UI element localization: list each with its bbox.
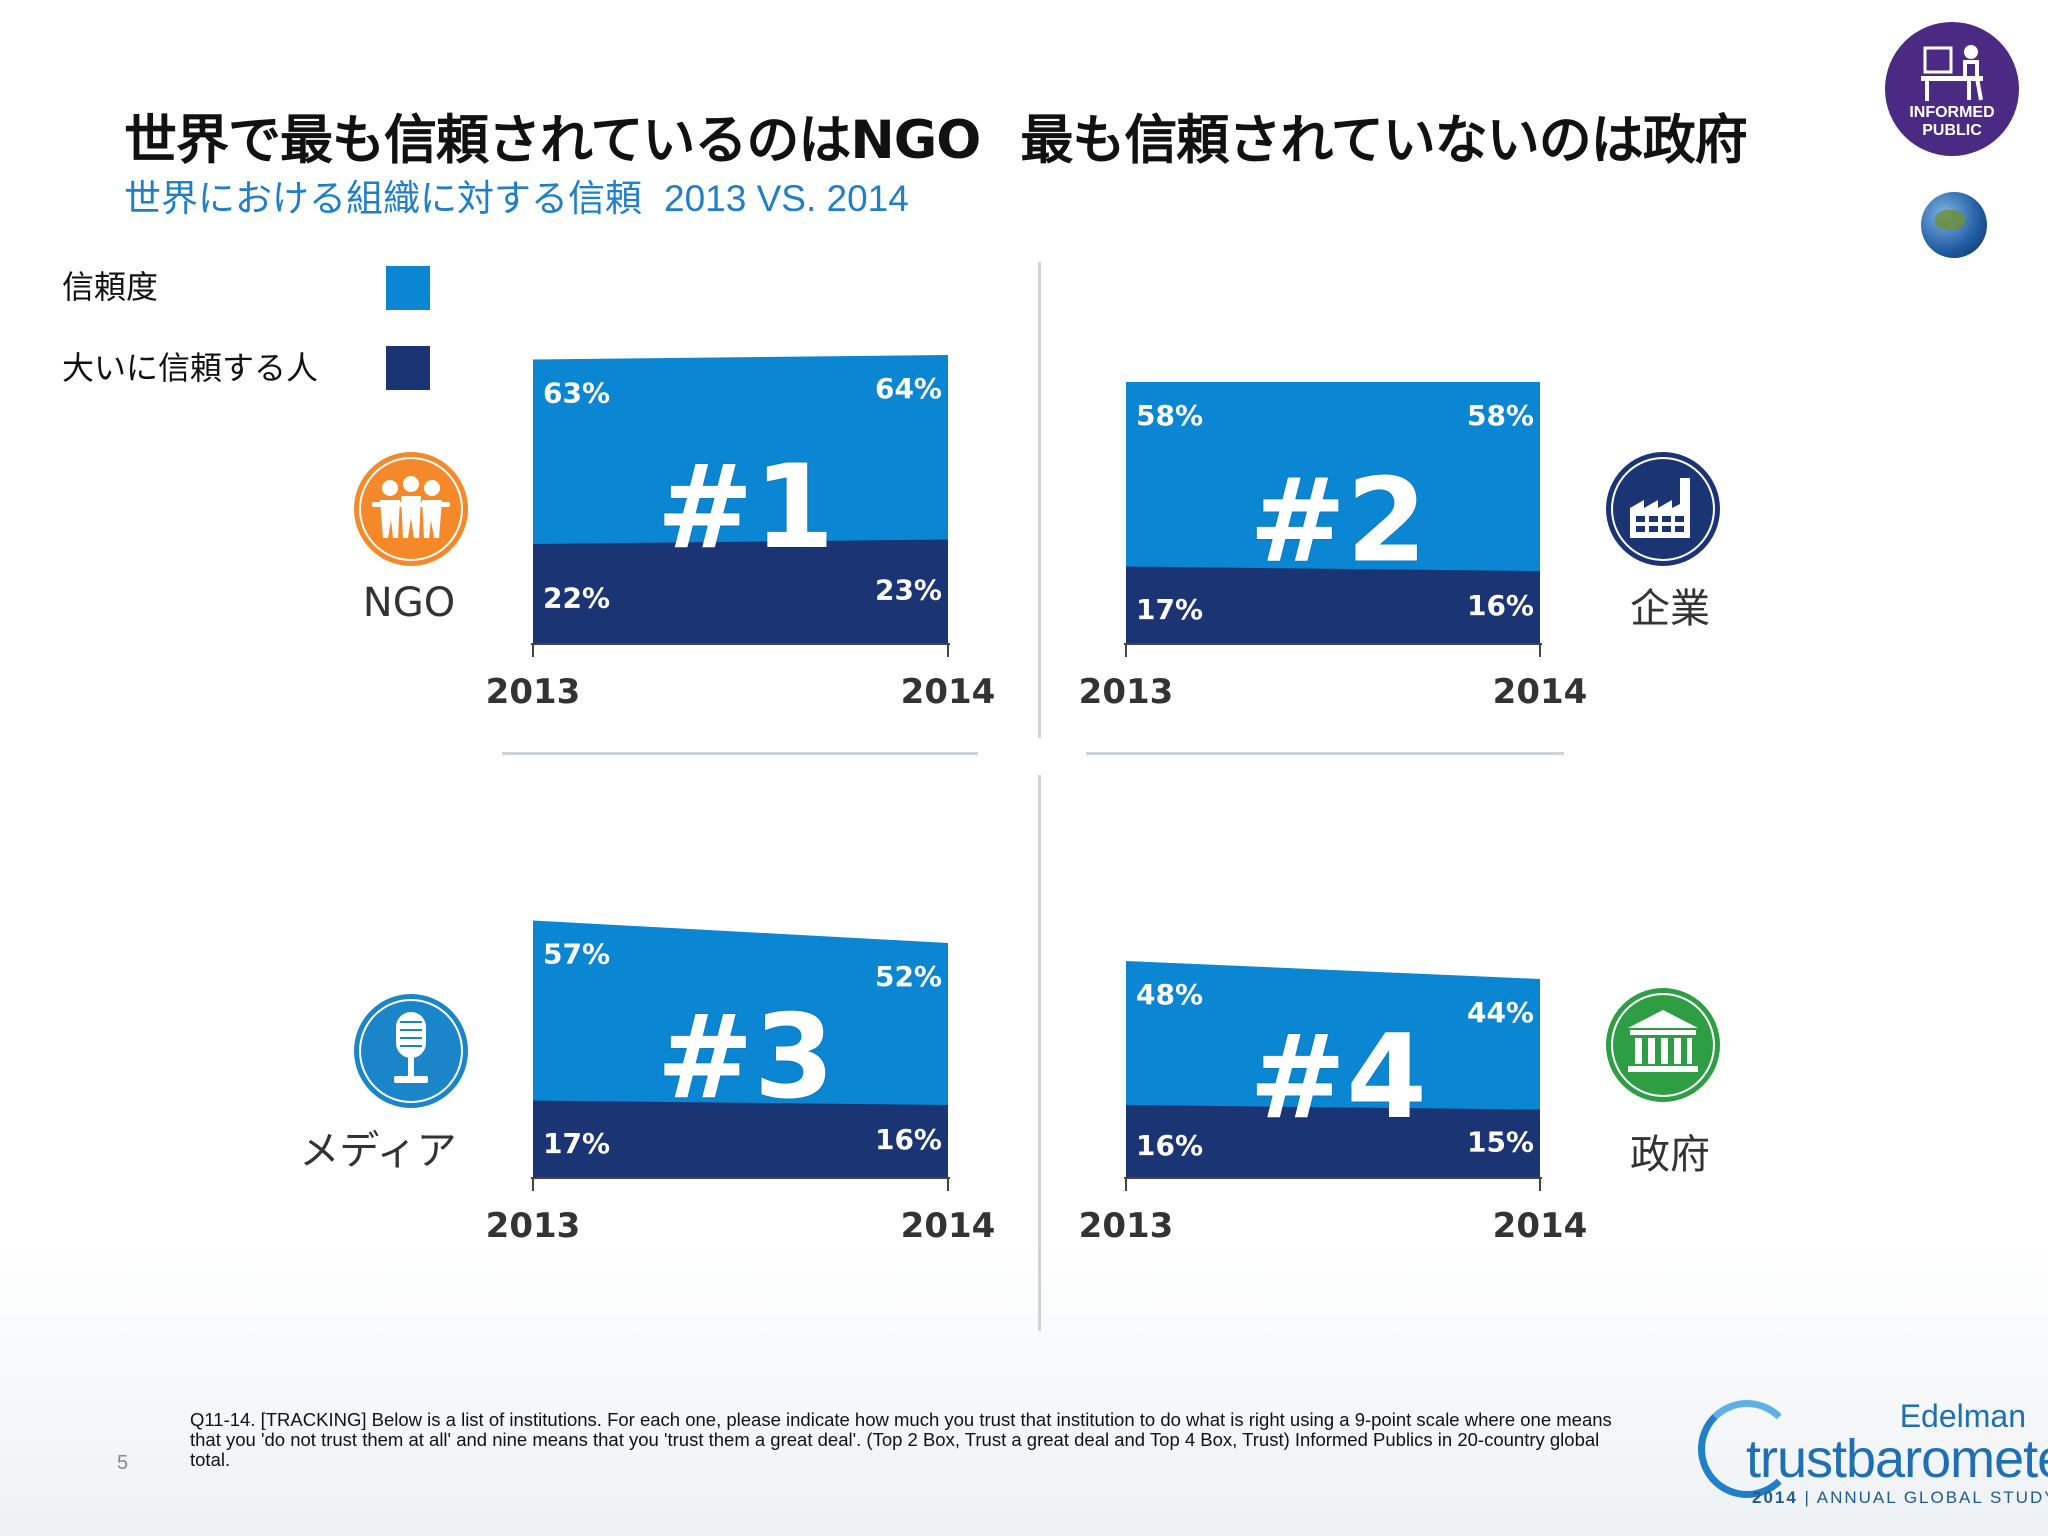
data-label: 44%: [1467, 996, 1534, 1029]
logo-brand: Edelman: [1899, 1398, 2026, 1434]
data-label: 22%: [543, 582, 610, 615]
government-building-icon: [1604, 986, 1722, 1104]
x-tick-label: 2014: [1493, 672, 1588, 712]
vertical-divider-top: [1038, 262, 1041, 738]
people-group-icon: [352, 450, 470, 568]
x-tick-label: 2013: [486, 672, 581, 712]
legend-label-trust: 信頼度: [62, 268, 159, 306]
logo-tagline: 2014 | ANNUAL GLOBAL STUDY: [1752, 1488, 2048, 1507]
vertical-divider-bottom: [1038, 775, 1041, 1331]
rank-label: #1: [657, 440, 835, 575]
rank-label: #3: [657, 990, 835, 1125]
data-label: 48%: [1136, 978, 1203, 1011]
legend-swatch-trust: [386, 266, 430, 310]
high-trust-area: [533, 1100, 948, 1177]
high-trust-area: [533, 539, 948, 643]
data-label: 57%: [543, 938, 610, 971]
data-label: 17%: [1136, 593, 1203, 626]
data-label: 63%: [543, 377, 610, 410]
horizontal-divider-right: [1086, 752, 1564, 755]
x-tick-label: 2014: [901, 672, 996, 712]
x-tick-label: 2014: [901, 1206, 996, 1246]
microphone-icon: [352, 992, 470, 1110]
informed-public-badge: INFORMED PUBLIC: [1885, 22, 2019, 156]
data-label: 58%: [1467, 399, 1534, 432]
desk-person-icon: [1921, 45, 1983, 101]
background-fade: [0, 1240, 2048, 1536]
logo-arc-icon: [1698, 1400, 1796, 1498]
x-tick-label: 2013: [486, 1206, 581, 1246]
rank-label: #2: [1249, 454, 1427, 589]
footnote: Q11-14. [TRACKING] Below is a list of in…: [190, 1409, 1612, 1470]
data-label: 23%: [875, 573, 942, 606]
page-number: 5: [117, 1452, 129, 1474]
edelman-trustbarometer-logo: Edelman trustbarometer 2014 | ANNUAL GLO…: [1696, 1398, 2048, 1508]
high-trust-area: [1126, 566, 1540, 643]
category-label-government: 政府: [1630, 1132, 1710, 1178]
x-tick-label: 2014: [1493, 1206, 1588, 1246]
horizontal-divider-left: [502, 752, 978, 755]
high-trust-area: [1126, 1105, 1540, 1177]
data-label: 16%: [875, 1123, 942, 1156]
data-label: 64%: [875, 372, 942, 405]
factory-icon: [1604, 450, 1722, 568]
category-label-media: メディア: [299, 1128, 457, 1174]
globe-icon: [1921, 192, 1987, 258]
category-label-business: 企業: [1630, 586, 1710, 632]
rank-label: #4: [1249, 1010, 1427, 1145]
data-label: 17%: [543, 1127, 610, 1160]
legend-swatch-high-trust: [386, 346, 430, 390]
data-label: 16%: [1467, 589, 1534, 622]
legend-label-high-trust: 大いに信頼する人: [62, 349, 319, 387]
data-label: 58%: [1136, 399, 1203, 432]
data-label: 16%: [1136, 1129, 1203, 1162]
x-tick-label: 2013: [1079, 1206, 1174, 1246]
x-tick-label: 2013: [1079, 672, 1174, 712]
page-title: 世界で最も信頼されているのはNGO 最も信頼されていないのは政府: [124, 110, 1748, 171]
logo-name: trustbarometer: [1746, 1429, 2048, 1489]
data-label: 15%: [1467, 1125, 1534, 1158]
category-label-ngo: NGO: [362, 580, 456, 626]
data-label: 52%: [875, 960, 942, 993]
page-subtitle: 世界における組織に対する信頼 2013 VS. 2014: [124, 177, 909, 220]
